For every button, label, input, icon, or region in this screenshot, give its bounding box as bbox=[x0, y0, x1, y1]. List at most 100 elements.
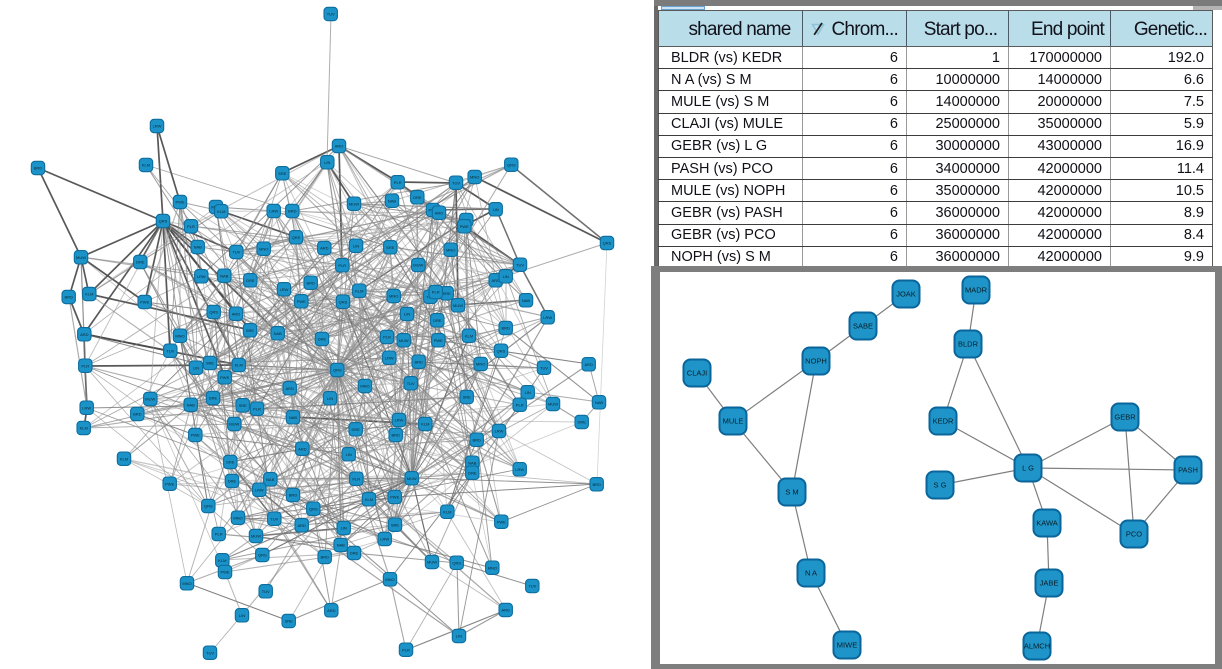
svg-text:SABE: SABE bbox=[853, 322, 873, 331]
svg-text:KLM: KLM bbox=[120, 456, 128, 461]
svg-text:PWE: PWE bbox=[220, 570, 229, 575]
svg-text:MUW: MUW bbox=[76, 255, 86, 260]
svg-text:GEBR: GEBR bbox=[1114, 413, 1136, 422]
svg-text:KLM: KLM bbox=[80, 426, 88, 431]
svg-text:ARD: ARD bbox=[335, 144, 344, 149]
svg-text:MNO: MNO bbox=[446, 247, 455, 252]
svg-text:JOAK: JOAK bbox=[896, 290, 916, 299]
svg-text:SRE: SRE bbox=[278, 171, 287, 176]
svg-text:ARD: ARD bbox=[491, 278, 500, 283]
svg-text:PWE: PWE bbox=[390, 495, 399, 500]
svg-text:MNO: MNO bbox=[182, 581, 191, 586]
svg-text:PLR: PLR bbox=[394, 180, 402, 185]
svg-text:PWE: PWE bbox=[434, 338, 443, 343]
svg-text:TUV: TUV bbox=[166, 348, 174, 353]
svg-text:LIN: LIN bbox=[341, 526, 347, 531]
svg-text:MNO: MNO bbox=[233, 515, 242, 520]
svg-text:BRD: BRD bbox=[391, 433, 400, 438]
svg-text:TUV: TUV bbox=[327, 12, 335, 17]
svg-text:QRS: QRS bbox=[258, 553, 267, 558]
svg-text:PWE: PWE bbox=[175, 200, 184, 205]
svg-text:NAB: NAB bbox=[274, 331, 283, 336]
svg-text:ARD: ARD bbox=[285, 386, 294, 391]
svg-text:PLR: PLR bbox=[81, 363, 89, 368]
svg-text:MUW: MUW bbox=[453, 303, 463, 308]
svg-text:KLM: KLM bbox=[142, 163, 150, 168]
svg-text:DRE: DRE bbox=[468, 470, 477, 475]
svg-text:PWE: PWE bbox=[220, 375, 229, 380]
svg-text:NAB: NAB bbox=[220, 273, 229, 278]
svg-text:SRE: SRE bbox=[285, 619, 294, 624]
svg-text:NAB: NAB bbox=[187, 402, 196, 407]
svg-text:TUV: TUV bbox=[452, 180, 460, 185]
svg-text:QRS: QRS bbox=[452, 560, 461, 565]
svg-text:PLR: PLR bbox=[432, 290, 440, 295]
svg-text:QRS: QRS bbox=[309, 506, 318, 511]
svg-text:PLR: PLR bbox=[383, 335, 391, 340]
svg-text:MUW: MUW bbox=[399, 338, 409, 343]
svg-text:MUW: MUW bbox=[407, 476, 417, 481]
svg-text:NAB: NAB bbox=[289, 415, 298, 420]
svg-text:MUW: MUW bbox=[349, 201, 359, 206]
svg-text:KLM: KLM bbox=[218, 558, 226, 563]
svg-text:DRE: DRE bbox=[351, 427, 360, 432]
svg-text:QRS: QRS bbox=[497, 348, 506, 353]
svg-text:LIN: LIN bbox=[346, 452, 352, 457]
svg-text:LIN: LIN bbox=[493, 207, 499, 212]
svg-text:PWE: PWE bbox=[497, 519, 506, 524]
svg-text:QRS: QRS bbox=[507, 162, 516, 167]
svg-text:LIN: LIN bbox=[404, 312, 410, 317]
svg-text:NOPH: NOPH bbox=[805, 357, 827, 366]
svg-text:TUV: TUV bbox=[270, 516, 278, 521]
svg-text:LIN: LIN bbox=[324, 160, 330, 165]
svg-text:LRW: LRW bbox=[255, 487, 264, 492]
svg-text:LRW: LRW bbox=[495, 429, 504, 434]
svg-text:QRS: QRS bbox=[159, 219, 168, 224]
svg-text:DRE: DRE bbox=[577, 420, 586, 425]
svg-text:PWE: PWE bbox=[297, 299, 306, 304]
svg-text:BLDR: BLDR bbox=[958, 340, 979, 349]
svg-text:BRD: BRD bbox=[133, 412, 142, 417]
svg-text:BRD: BRD bbox=[592, 482, 601, 487]
svg-text:SRE: SRE bbox=[443, 291, 452, 296]
svg-text:MNO: MNO bbox=[488, 565, 497, 570]
svg-text:KLM: KLM bbox=[235, 363, 243, 368]
svg-text:ARD: ARD bbox=[80, 332, 89, 337]
svg-text:LRW: LRW bbox=[543, 315, 552, 320]
svg-text:ALMCH: ALMCH bbox=[1024, 642, 1050, 651]
svg-text:LRW: LRW bbox=[385, 355, 394, 360]
svg-text:QRS: QRS bbox=[209, 310, 218, 315]
svg-text:KLM: KLM bbox=[365, 497, 373, 502]
svg-text:LIN: LIN bbox=[327, 396, 333, 401]
svg-text:NAB: NAB bbox=[522, 298, 531, 303]
svg-text:DRE: DRE bbox=[433, 318, 442, 323]
svg-text:LIN: LIN bbox=[525, 390, 531, 395]
svg-text:PWE: PWE bbox=[191, 433, 200, 438]
svg-text:TUV: TUV bbox=[262, 589, 270, 594]
svg-text:MNO: MNO bbox=[385, 577, 394, 582]
svg-text:MNO: MNO bbox=[470, 175, 479, 180]
svg-text:PWE: PWE bbox=[165, 481, 174, 486]
svg-text:ARD: ARD bbox=[435, 210, 444, 215]
svg-text:MNO: MNO bbox=[476, 362, 485, 367]
svg-text:DRE: DRE bbox=[209, 396, 218, 401]
svg-text:DRE: DRE bbox=[228, 479, 237, 484]
svg-text:BRD: BRD bbox=[64, 295, 73, 300]
svg-text:NAB: NAB bbox=[266, 477, 275, 482]
svg-text:ARD: ARD bbox=[232, 311, 241, 316]
svg-text:PLR: PLR bbox=[352, 476, 360, 481]
svg-text:S G: S G bbox=[934, 481, 947, 490]
svg-text:QRS: QRS bbox=[292, 235, 301, 240]
svg-text:MIWE: MIWE bbox=[837, 641, 857, 650]
svg-text:CLAJI: CLAJI bbox=[687, 369, 707, 378]
svg-text:SRE: SRE bbox=[391, 522, 400, 527]
svg-text:DRE: DRE bbox=[413, 195, 422, 200]
svg-text:LRW: LRW bbox=[515, 467, 524, 472]
svg-text:LRW: LRW bbox=[395, 418, 404, 423]
svg-text:BRD: BRD bbox=[288, 209, 297, 214]
svg-text:MNO: MNO bbox=[389, 294, 398, 299]
svg-text:BRD: BRD bbox=[472, 437, 481, 442]
svg-text:LRW: LRW bbox=[197, 274, 206, 279]
svg-text:KLM: KLM bbox=[465, 333, 473, 338]
svg-text:TUV: TUV bbox=[516, 262, 524, 267]
